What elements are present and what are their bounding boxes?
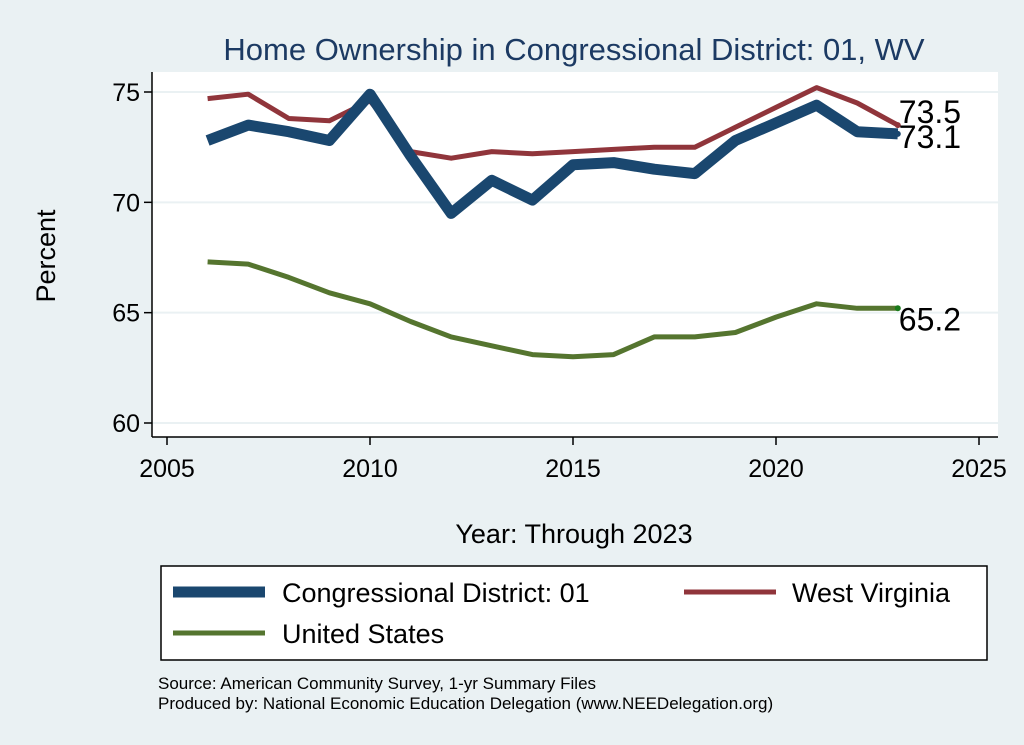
y-tick-label: 70 xyxy=(112,189,140,217)
source-note: Source: American Community Survey, 1-yr … xyxy=(158,674,596,693)
x-tick-label: 2010 xyxy=(342,455,398,483)
y-axis-label: Percent xyxy=(31,209,61,303)
end-value-label: 73.1 xyxy=(899,119,961,155)
legend-box xyxy=(160,565,988,661)
legend-label: Congressional District: 01 xyxy=(282,578,590,608)
chart-title: Home Ownership in Congressional District… xyxy=(223,32,925,67)
producer-note: Produced by: National Economic Education… xyxy=(158,694,773,713)
x-tick-label: 2025 xyxy=(951,455,1007,483)
end-value-label: 65.2 xyxy=(899,301,961,337)
y-tick-label: 75 xyxy=(112,79,140,107)
series-line-1 xyxy=(207,85,899,161)
x-tick-label: 2015 xyxy=(545,455,601,483)
legend-label: West Virginia xyxy=(792,578,951,608)
x-axis-label: Year: Through 2023 xyxy=(455,519,692,549)
y-tick-label: 60 xyxy=(112,410,140,438)
x-tick-label: 2020 xyxy=(748,455,804,483)
series-end-point xyxy=(894,122,901,129)
series-end-point xyxy=(894,305,901,312)
legend-label: United States xyxy=(282,619,444,649)
legend: Congressional District: 01 West Virginia U… xyxy=(160,565,988,661)
y-tick-label: 65 xyxy=(112,300,140,328)
x-tick-label: 2005 xyxy=(139,455,195,483)
series-line-2 xyxy=(207,259,898,360)
end-value-label: 73.5 xyxy=(899,94,961,130)
series-line-0 xyxy=(205,88,899,219)
plot-area: 60 65 70 75 2005 2010 2015 2020 2025 73.173.5 65.2 xyxy=(112,72,1007,483)
series-end-point xyxy=(894,130,901,137)
